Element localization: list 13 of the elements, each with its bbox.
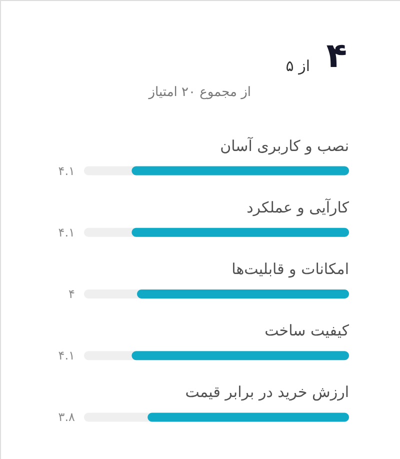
- text: از مجموع ۲۰ امتیاز: [148, 85, 251, 100]
- y-tick-label: امکانات و قابلیت‌ها: [232, 260, 349, 278]
- y-tick-label: نصب و کاربری آسان: [220, 136, 349, 155]
- data-label: ۳.۸: [58, 410, 76, 424]
- chart-title: ۴: [326, 36, 347, 76]
- data-label: ۴.۱: [58, 164, 75, 178]
- chart-subtitle: از ۵: [286, 57, 310, 75]
- data-label: ۴.۱: [58, 225, 75, 240]
- y-tick-label: کیفیت ساخت: [264, 322, 350, 340]
- y-tick-label: ارزش خرید در برابر قیمت: [185, 383, 349, 402]
- data-label: ۴: [68, 287, 75, 301]
- y-tick-label: کارآیی و عملکرد: [246, 197, 350, 216]
- data-label: ۴.۱: [58, 348, 75, 363]
